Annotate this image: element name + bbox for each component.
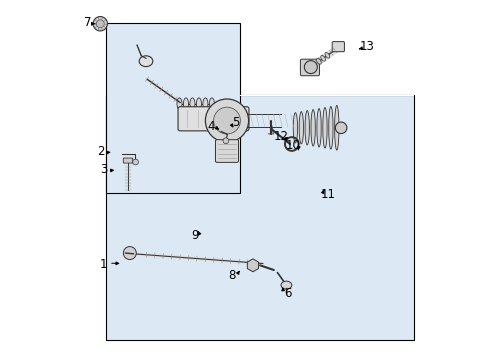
Circle shape [133, 159, 139, 165]
Circle shape [214, 107, 241, 134]
Ellipse shape [323, 108, 327, 148]
FancyBboxPatch shape [300, 59, 319, 76]
Text: 5: 5 [232, 116, 240, 129]
Text: 1: 1 [100, 258, 108, 271]
Text: 9: 9 [191, 229, 198, 242]
Text: 6: 6 [285, 287, 292, 300]
Ellipse shape [190, 98, 195, 109]
Circle shape [205, 99, 248, 142]
Text: 2: 2 [97, 145, 105, 158]
Ellipse shape [311, 109, 315, 146]
FancyBboxPatch shape [332, 42, 344, 52]
Text: 8: 8 [229, 269, 236, 282]
Text: 3: 3 [100, 163, 108, 176]
Ellipse shape [335, 105, 339, 150]
Circle shape [223, 138, 229, 144]
Text: 4: 4 [207, 120, 215, 132]
Ellipse shape [317, 58, 321, 64]
Ellipse shape [305, 111, 309, 145]
FancyBboxPatch shape [123, 158, 133, 163]
Circle shape [304, 60, 318, 73]
Text: 12: 12 [273, 130, 289, 143]
Ellipse shape [293, 113, 297, 143]
Circle shape [335, 122, 347, 134]
Ellipse shape [183, 98, 189, 109]
Ellipse shape [139, 56, 153, 67]
FancyBboxPatch shape [216, 140, 239, 162]
Ellipse shape [317, 109, 321, 147]
Bar [106, 23, 240, 193]
Ellipse shape [177, 98, 182, 109]
Bar [106, 95, 414, 340]
Ellipse shape [203, 98, 208, 109]
Ellipse shape [321, 55, 325, 61]
Text: 13: 13 [360, 40, 375, 53]
Text: 10: 10 [286, 139, 301, 152]
Ellipse shape [209, 98, 215, 109]
Circle shape [97, 20, 104, 28]
FancyBboxPatch shape [178, 107, 249, 131]
Ellipse shape [325, 53, 330, 58]
Ellipse shape [196, 98, 201, 109]
Ellipse shape [281, 281, 292, 289]
Text: 7: 7 [84, 16, 91, 29]
Circle shape [93, 17, 107, 31]
Ellipse shape [329, 107, 333, 149]
Bar [240, 95, 414, 96]
Ellipse shape [299, 112, 303, 144]
Circle shape [123, 247, 136, 260]
Text: 11: 11 [320, 188, 335, 201]
